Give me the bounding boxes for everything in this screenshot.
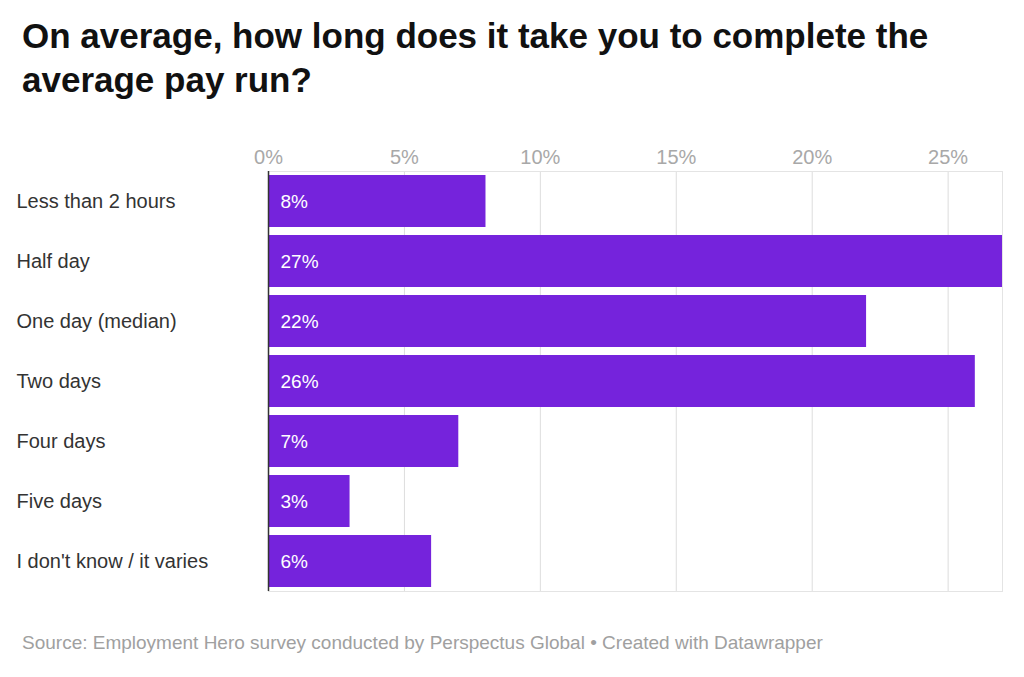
- svg-text:Two days: Two days: [17, 370, 101, 392]
- svg-text:22%: 22%: [281, 311, 319, 332]
- svg-text:Half day: Half day: [17, 250, 90, 272]
- svg-text:20%: 20%: [792, 146, 832, 168]
- svg-text:26%: 26%: [281, 371, 319, 392]
- svg-text:8%: 8%: [281, 191, 309, 212]
- svg-text:0%: 0%: [254, 146, 283, 168]
- svg-text:6%: 6%: [281, 551, 309, 572]
- svg-text:27%: 27%: [281, 251, 319, 272]
- svg-text:Five days: Five days: [17, 490, 103, 512]
- html-text:Source: Employment Hero survey: Source: Employment Hero survey conducted…: [22, 632, 823, 653]
- html-text:On average, how long does it t: On average, how long does it take you to…: [22, 16, 929, 99]
- svg-text:10%: 10%: [520, 146, 560, 168]
- svg-text:3%: 3%: [281, 491, 309, 512]
- svg-text:5%: 5%: [390, 146, 419, 168]
- svg-text:One day (median): One day (median): [17, 310, 177, 332]
- svg-text:I don't know / it varies: I don't know / it varies: [17, 550, 209, 572]
- svg-text:25%: 25%: [928, 146, 968, 168]
- svg-text:7%: 7%: [281, 431, 309, 452]
- svg-text:Four days: Four days: [17, 430, 106, 452]
- svg-text:Less than 2 hours: Less than 2 hours: [17, 190, 176, 212]
- svg-text:15%: 15%: [656, 146, 696, 168]
